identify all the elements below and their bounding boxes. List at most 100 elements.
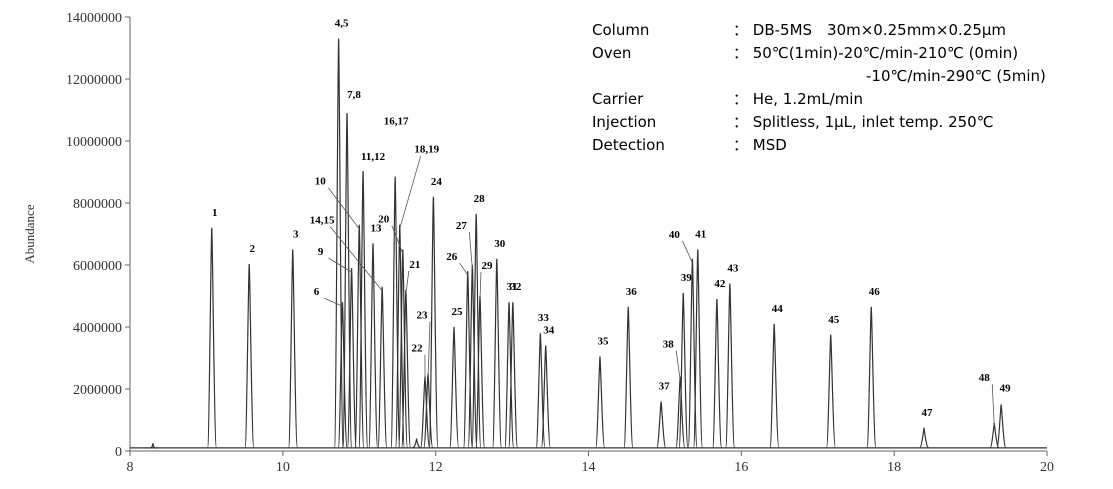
peak <box>595 356 606 449</box>
condition-value: ： Splitless, 1μL, inlet temp. 250℃ <box>733 113 994 131</box>
y-tick-label: 8000000 <box>73 197 122 212</box>
condition-name: Carrier <box>592 90 644 108</box>
x-tick-label: 8 <box>127 460 134 475</box>
leader-line <box>427 321 431 378</box>
peak-label: 30 <box>494 238 506 250</box>
peak <box>377 286 388 449</box>
condition-value: ： 50℃(1min)-20℃/min-210℃ (0min) <box>733 44 1018 62</box>
y-tick-label: 10000000 <box>66 135 122 150</box>
peak-label: 33 <box>538 312 550 324</box>
peak-label: 47 <box>921 407 933 419</box>
leader-line <box>468 231 473 270</box>
peak <box>207 227 218 449</box>
y-tick-label: 12000000 <box>66 73 122 88</box>
condition-value: -10℃/min-290℃ (5min) <box>866 67 1046 85</box>
peak-label: 16,17 <box>384 116 409 128</box>
leader-line <box>399 155 422 229</box>
leader-line <box>329 226 383 291</box>
leader-line <box>391 225 404 254</box>
peak-label: 29 <box>481 260 493 272</box>
peak-label: 40 <box>669 229 681 241</box>
peak-label: 41 <box>695 229 706 241</box>
condition-name: Injection <box>592 113 656 131</box>
x-tick-label: 12 <box>429 460 443 475</box>
peak-label: 23 <box>417 310 429 322</box>
peak <box>712 299 723 449</box>
peak-label: 24 <box>431 176 443 188</box>
peak-label: 20 <box>378 214 390 226</box>
y-tick-label: 0 <box>115 445 122 460</box>
peak-label: 34 <box>543 325 555 337</box>
peak-label: 48 <box>979 372 991 384</box>
peak-label: 6 <box>314 286 320 298</box>
peak <box>449 326 460 449</box>
peak-label: 42 <box>714 278 726 290</box>
peak-label: 2 <box>249 243 255 255</box>
peak-label: 39 <box>681 272 693 284</box>
peak-label: 1 <box>212 207 218 219</box>
leader-line <box>459 262 469 276</box>
peak <box>148 443 158 449</box>
peak <box>656 401 667 449</box>
peak <box>504 302 515 449</box>
peak <box>288 249 299 449</box>
leader-line <box>991 384 995 428</box>
peak-label: 9 <box>318 246 324 258</box>
peak-label: 43 <box>727 263 739 275</box>
peak <box>401 289 412 449</box>
peak <box>725 283 736 449</box>
leader-line <box>675 350 681 381</box>
peak-label: 14,15 <box>310 215 335 227</box>
peak-label: 45 <box>828 314 840 326</box>
x-tick-label: 10 <box>276 460 290 475</box>
peak-label: 25 <box>452 306 464 318</box>
peak-label: 22 <box>411 343 423 355</box>
peak <box>354 224 365 449</box>
peak <box>623 306 634 449</box>
peak <box>463 271 474 449</box>
condition-name: Oven <box>592 44 631 62</box>
condition-value: ： He, 1.2mL/min <box>733 90 863 108</box>
peak-label: 4,5 <box>335 18 349 30</box>
peak <box>412 438 422 449</box>
x-tick-label: 20 <box>1040 460 1054 475</box>
condition-name: Column <box>592 21 649 39</box>
peak-label: 46 <box>869 286 881 298</box>
peak-label: 31 <box>507 281 518 293</box>
peak-label: 18,19 <box>414 144 439 156</box>
peak-label: 11,12 <box>361 151 386 163</box>
peak-label: 27 <box>456 220 468 232</box>
y-tick-label: 2000000 <box>73 383 122 398</box>
peak-label: 37 <box>659 380 671 392</box>
y-axis-label: Abundance <box>22 204 37 263</box>
leader-line <box>324 297 343 307</box>
peak <box>398 249 409 449</box>
peak-label: 13 <box>371 222 383 234</box>
peak-label: 44 <box>772 303 784 315</box>
peak-label: 32 <box>510 281 522 293</box>
peak <box>693 249 704 449</box>
peak-label: 36 <box>626 286 638 298</box>
condition-name: Detection <box>592 136 665 154</box>
peak <box>492 258 503 449</box>
y-tick-label: 4000000 <box>73 321 122 336</box>
leader-line <box>405 270 410 294</box>
condition-value: ： DB-5MS 30m×0.25mm×0.25μm <box>733 21 1006 39</box>
y-tick-label: 6000000 <box>73 259 122 274</box>
peak <box>825 334 837 449</box>
peak-label: 38 <box>663 339 675 351</box>
leader-line <box>479 271 482 301</box>
peak-label: 35 <box>597 335 609 347</box>
peak <box>244 263 255 449</box>
peak <box>508 302 519 449</box>
peak <box>390 176 401 449</box>
x-tick-label: 18 <box>887 460 901 475</box>
leader-line <box>682 240 693 263</box>
peak-label: 28 <box>474 193 486 205</box>
condition-value: ： MSD <box>733 136 787 154</box>
x-tick-label: 14 <box>582 460 596 475</box>
peak <box>769 323 780 449</box>
leader-line <box>327 187 360 229</box>
peak-label: 49 <box>1000 383 1012 395</box>
